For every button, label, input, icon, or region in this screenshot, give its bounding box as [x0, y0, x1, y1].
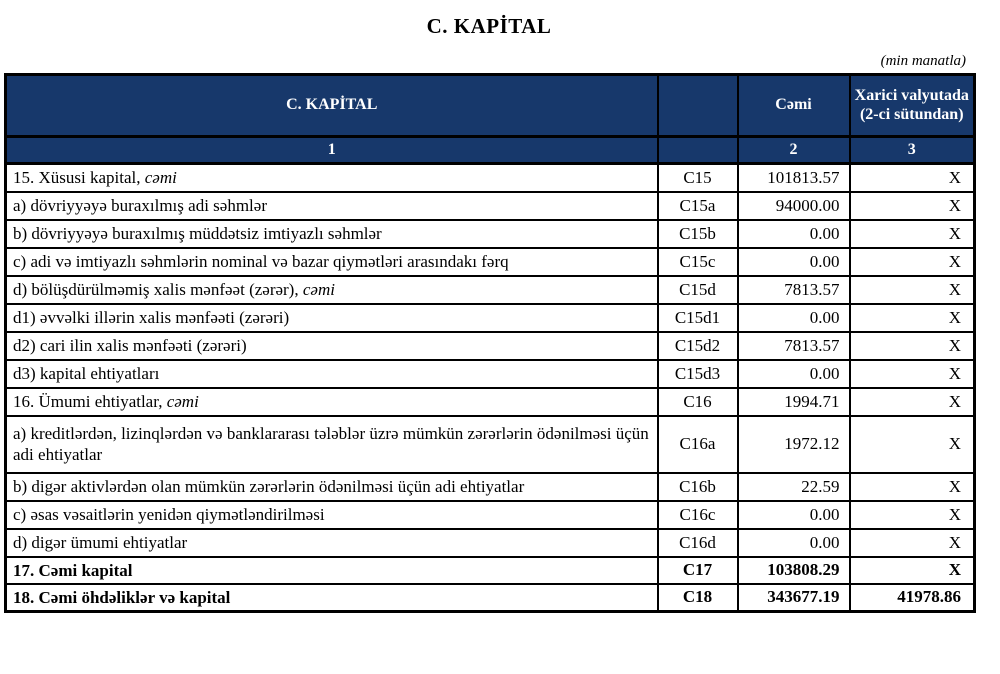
row-label: d3) kapital ehtiyatları	[4, 358, 659, 389]
table-row: a) kreditlərdən, lizinqlərdən və banklar…	[4, 414, 976, 474]
row-code: C15d2	[656, 330, 739, 361]
row-code: C15c	[656, 246, 739, 277]
colnum-3: 3	[848, 135, 976, 165]
table-row: d) bölüşdürülməmiş xalis mənfəət (zərər)…	[4, 274, 976, 305]
row-total: 0.00	[736, 499, 851, 530]
table-row: d3) kapital ehtiyatları C15d3 0.00 X	[4, 358, 976, 389]
colnum-2: 2	[736, 135, 851, 165]
header-row: C. KAPİTAL Cəmi Xarici valyutada (2-ci s…	[4, 73, 976, 138]
row-code: C16	[656, 386, 739, 417]
row-code: C15a	[656, 190, 739, 221]
row-label: 15. Xüsusi kapital, cəmi	[4, 162, 659, 193]
colnum-1: 1	[4, 135, 659, 165]
row-total: 0.00	[736, 527, 851, 558]
colnum-empty	[656, 135, 739, 165]
row-label: d) bölüşdürülməmiş xalis mənfəət (zərər)…	[4, 274, 659, 305]
row-code: C16d	[656, 527, 739, 558]
row-code: C15	[656, 162, 739, 193]
row-label: a) kreditlərdən, lizinqlərdən və banklar…	[4, 414, 659, 474]
table-row: 15. Xüsusi kapital, cəmi C15 101813.57 X	[4, 162, 976, 193]
table-row: b) digər aktivlərdən olan mümkün zərərlə…	[4, 471, 976, 502]
document: C. KAPİTAL (min manatla) C. KAPİTAL Cəmi…	[4, 14, 976, 613]
row-total: 7813.57	[736, 330, 851, 361]
table-row-total-capital: 17. Cəmi kapital C17 103808.29 X	[4, 555, 976, 585]
row-label: d) digər ümumi ehtiyatlar	[4, 527, 659, 558]
row-code: C15d	[656, 274, 739, 305]
row-foreign: X	[848, 162, 976, 193]
row-code: C18	[656, 582, 739, 613]
row-label: b) dövriyyəyə buraxılmış müddətsiz imtiy…	[4, 218, 659, 249]
row-label-italic: cəmi	[144, 168, 177, 188]
row-foreign: X	[848, 414, 976, 474]
row-code: C16b	[656, 471, 739, 502]
table-row: c) adi və imtiyazlı səhmlərin nominal və…	[4, 246, 976, 277]
row-total: 103808.29	[736, 555, 851, 585]
row-foreign: X	[848, 471, 976, 502]
row-code: C15d3	[656, 358, 739, 389]
row-total: 0.00	[736, 246, 851, 277]
row-foreign: 41978.86	[848, 582, 976, 613]
row-label: a) dövriyyəyə buraxılmış adi səhmlər	[4, 190, 659, 221]
row-label: d2) cari ilin xalis mənfəəti (zərəri)	[4, 330, 659, 361]
row-foreign: X	[848, 246, 976, 277]
row-total: 0.00	[736, 358, 851, 389]
row-total: 94000.00	[736, 190, 851, 221]
row-total: 1994.71	[736, 386, 851, 417]
row-foreign: X	[848, 358, 976, 389]
header-label: C. KAPİTAL	[4, 73, 659, 138]
column-number-row: 1 2 3	[4, 135, 976, 165]
row-label: 17. Cəmi kapital	[4, 555, 659, 585]
row-label: d1) əvvəlki illərin xalis mənfəəti (zərə…	[4, 302, 659, 333]
row-foreign: X	[848, 330, 976, 361]
row-label-text: d) bölüşdürülməmiş xalis mənfəət (zərər)…	[13, 279, 299, 299]
row-foreign: X	[848, 302, 976, 333]
row-label: 16. Ümumi ehtiyatlar, cəmi	[4, 386, 659, 417]
row-code: C15b	[656, 218, 739, 249]
table-row: 16. Ümumi ehtiyatlar, cəmi C16 1994.71 X	[4, 386, 976, 417]
row-label-italic: cəmi	[166, 391, 199, 411]
table-row: b) dövriyyəyə buraxılmış müddətsiz imtiy…	[4, 218, 976, 249]
row-code: C17	[656, 555, 739, 585]
row-code: C16a	[656, 414, 739, 474]
row-label-text: 15. Xüsusi kapital,	[13, 168, 141, 188]
row-code: C15d1	[656, 302, 739, 333]
row-label: c) əsas vəsaitlərin yenidən qiymətləndir…	[4, 499, 659, 530]
row-total: 1972.12	[736, 414, 851, 474]
row-total: 343677.19	[736, 582, 851, 613]
row-total: 7813.57	[736, 274, 851, 305]
row-total: 101813.57	[736, 162, 851, 193]
table-row: d) digər ümumi ehtiyatlar C16d 0.00 X	[4, 527, 976, 558]
row-total: 0.00	[736, 302, 851, 333]
table-row: c) əsas vəsaitlərin yenidən qiymətləndir…	[4, 499, 976, 530]
row-foreign: X	[848, 499, 976, 530]
row-foreign: X	[848, 555, 976, 585]
header-foreign-currency: Xarici valyutada (2-ci sütundan)	[848, 73, 976, 138]
row-label-text: 16. Ümumi ehtiyatlar,	[13, 391, 163, 411]
header-total: Cəmi	[736, 73, 851, 138]
header-code	[656, 73, 739, 138]
page-title: C. KAPİTAL	[426, 14, 552, 38]
capital-table: C. KAPİTAL Cəmi Xarici valyutada (2-ci s…	[4, 73, 976, 613]
row-foreign: X	[848, 386, 976, 417]
table-row-total-liabilities-capital: 18. Cəmi öhdəliklər və kapital C18 34367…	[4, 582, 976, 613]
row-foreign: X	[848, 274, 976, 305]
table-row: a) dövriyyəyə buraxılmış adi səhmlər C15…	[4, 190, 976, 221]
unit-note: (min manatla)	[880, 53, 966, 69]
row-label: c) adi və imtiyazlı səhmlərin nominal və…	[4, 246, 659, 277]
row-total: 22.59	[736, 471, 851, 502]
row-foreign: X	[848, 527, 976, 558]
row-foreign: X	[848, 190, 976, 221]
table-row: d2) cari ilin xalis mənfəəti (zərəri) C1…	[4, 330, 976, 361]
row-total: 0.00	[736, 218, 851, 249]
table-row: d1) əvvəlki illərin xalis mənfəəti (zərə…	[4, 302, 976, 333]
row-label: b) digər aktivlərdən olan mümkün zərərlə…	[4, 471, 659, 502]
row-foreign: X	[848, 218, 976, 249]
row-code: C16c	[656, 499, 739, 530]
row-label-italic: cəmi	[302, 279, 335, 299]
row-label: 18. Cəmi öhdəliklər və kapital	[4, 582, 659, 613]
